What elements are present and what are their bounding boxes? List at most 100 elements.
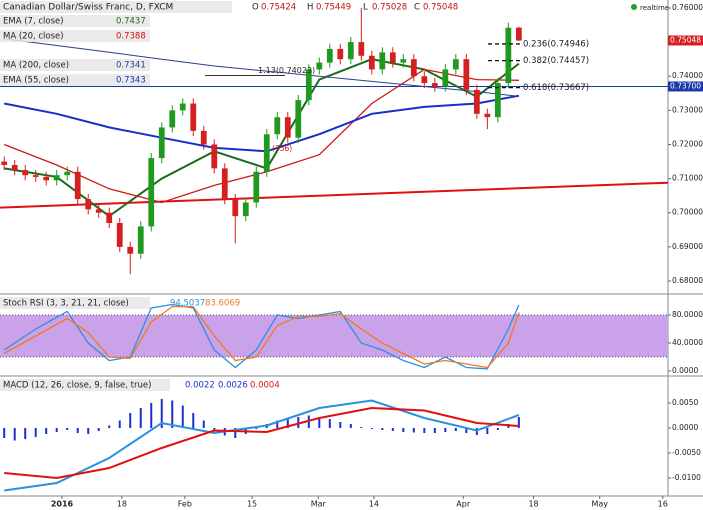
legend-value: 0.7437: [116, 17, 146, 27]
candle-body: [190, 103, 197, 131]
legend-box: [0, 30, 150, 42]
y-tick-label: 0.73000: [672, 105, 703, 114]
y-tick-label: 0.0000: [672, 423, 698, 432]
candle-body: [74, 171, 81, 200]
histogram-bar: [496, 428, 499, 430]
y-tick-label: 80.0000: [672, 310, 703, 319]
ohlc-value: 0.75449: [316, 3, 351, 13]
histogram-bar: [297, 417, 300, 428]
histogram-bar: [150, 403, 153, 428]
histogram-bar: [370, 428, 373, 429]
legend-name: MA (200, close): [3, 61, 69, 71]
ohlc-key: O: [252, 3, 259, 13]
candle-body: [253, 171, 260, 203]
ohlc-value: 0.75048: [423, 3, 458, 13]
histogram-bar: [24, 428, 27, 439]
histogram-bar: [76, 428, 79, 433]
fib-label: 1.13(0.74023): [258, 66, 315, 75]
series-line: [3, 305, 520, 369]
x-tick-label: Apr: [456, 500, 471, 509]
fib-label: 0.236(0.74946): [523, 39, 589, 49]
histogram-bar: [328, 419, 331, 428]
histogram-bar: [444, 428, 447, 432]
realtime-dot: [631, 4, 637, 10]
histogram-bar: [118, 420, 121, 428]
band: [0, 315, 668, 358]
series-line: [0, 181, 669, 209]
histogram-bar: [349, 424, 352, 428]
histogram-bar: [45, 428, 48, 434]
histogram-bar: [108, 425, 111, 428]
candle-body: [43, 176, 50, 181]
chart-title: Stoch RSI (3, 3, 21, 21, close): [3, 299, 129, 309]
candle-body: [85, 199, 92, 210]
histogram-bar: [433, 428, 436, 433]
legend-name: EMA (55, close): [3, 76, 69, 86]
candle-body: [431, 83, 438, 87]
candle-body: [473, 89, 480, 114]
y-tick-label: 0.68000: [672, 276, 703, 285]
x-tick-label: 16: [658, 500, 668, 509]
legend-box: [0, 59, 150, 71]
candle-body: [274, 117, 281, 135]
candle-body: [116, 222, 123, 247]
chart-title: MACD (12, 26, close, 9, false, true): [3, 381, 151, 391]
x-tick-label: 2016: [51, 500, 74, 509]
candle-body: [494, 83, 501, 118]
x-tick-label: May: [591, 500, 608, 509]
histogram-bar: [339, 422, 342, 428]
fib-label: 0.618(0.73667): [523, 83, 589, 93]
candle-body: [379, 52, 386, 70]
candle-body: [421, 76, 428, 84]
ohlc-key: H: [307, 3, 313, 13]
x-tick-label: 15: [247, 500, 257, 509]
candle-body: [158, 127, 165, 159]
candle-body: [148, 158, 155, 227]
candle-body: [515, 27, 522, 41]
histogram-bar: [181, 405, 184, 428]
legend-value: 94.5037: [170, 299, 205, 309]
legend-value: 0.0022: [185, 381, 215, 391]
candle-body: [452, 59, 459, 70]
histogram-bar: [202, 420, 205, 428]
candle-body: [211, 144, 218, 169]
candle-body: [95, 209, 102, 213]
legend-value: 83.6069: [205, 299, 240, 309]
candle-body: [169, 110, 176, 128]
y-tick-label: 0.69000: [672, 242, 703, 251]
legend-name: EMA (7, close): [3, 17, 64, 27]
candle-body: [242, 202, 249, 217]
series-line: [4, 406, 519, 480]
annotation: (756): [272, 144, 292, 153]
x-tick-label: 14: [369, 500, 379, 509]
histogram-bar: [391, 428, 394, 431]
candle-body: [200, 130, 207, 145]
y-tick-label: 0.76000: [672, 3, 703, 12]
ohlc-key: C: [414, 3, 420, 13]
legend-value: 0.0026: [218, 381, 248, 391]
histogram-bar: [34, 428, 37, 437]
candle-body: [106, 212, 113, 223]
histogram-bar: [318, 417, 321, 428]
candle-body: [389, 52, 396, 63]
legend-value: 0.0004: [250, 381, 280, 391]
histogram-bar: [139, 408, 142, 428]
ohlc-key: L: [363, 3, 368, 13]
candle-body: [137, 226, 144, 254]
histogram-bar: [381, 428, 384, 430]
candle-body: [368, 55, 375, 70]
candle-body: [442, 69, 449, 87]
legend-box: [0, 379, 170, 391]
x-tick-label: Mar: [311, 500, 327, 509]
price-marker-label: 0.75048: [670, 35, 701, 44]
price-marker: [668, 35, 703, 46]
candle-body: [11, 164, 18, 171]
histogram-bar: [160, 399, 163, 428]
candle-body: [22, 170, 29, 176]
x-tick-label: 18: [117, 500, 127, 509]
histogram-bar: [402, 428, 405, 432]
histogram-bar: [486, 428, 489, 434]
y-tick-label: 0.72000: [672, 139, 703, 148]
legend-box: [0, 1, 232, 13]
histogram-bar: [87, 428, 90, 434]
